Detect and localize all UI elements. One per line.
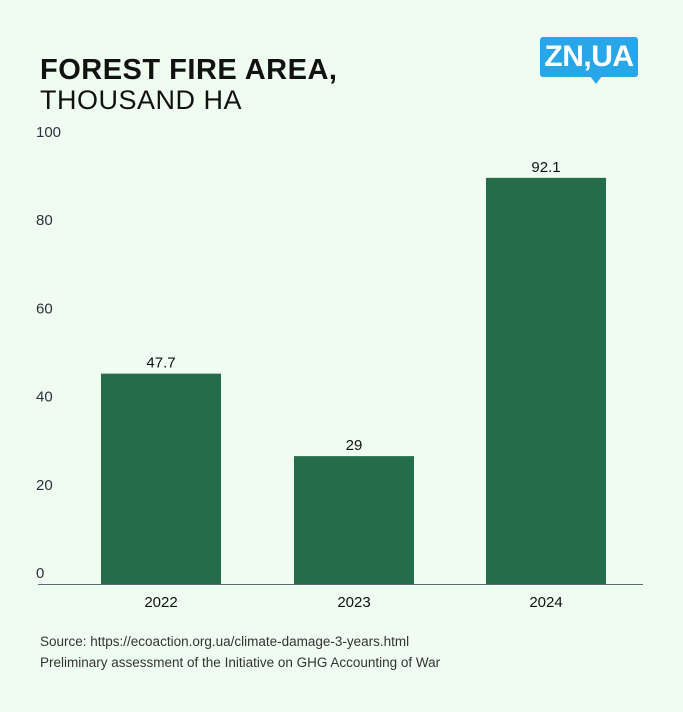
y-tick-label: 0 bbox=[36, 565, 44, 582]
assessment-note: Preliminary assessment of the Initiative… bbox=[40, 655, 441, 670]
x-tick-label-2023: 2023 bbox=[337, 594, 370, 611]
y-tick-label: 40 bbox=[36, 389, 53, 406]
data-label-2023: 29 bbox=[346, 437, 363, 454]
y-tick-label: 100 bbox=[36, 124, 61, 141]
source-note: Source: https://ecoaction.org.ua/climate… bbox=[40, 631, 440, 673]
chart-subtitle: THOUSAND HA bbox=[40, 85, 243, 115]
zn-ua-logo[interactable]: ZN,UA bbox=[540, 37, 638, 84]
y-tick-label: 80 bbox=[36, 212, 53, 229]
data-label-2024: 92.1 bbox=[531, 159, 560, 176]
x-tick-label-2022: 2022 bbox=[144, 594, 177, 611]
data-label-2022: 47.7 bbox=[146, 355, 175, 372]
bar-2023 bbox=[294, 456, 414, 584]
source-link-text[interactable]: Source: https://ecoaction.org.ua/climate… bbox=[40, 634, 410, 649]
x-tick-label-2024: 2024 bbox=[529, 594, 562, 611]
y-tick-label: 60 bbox=[36, 300, 53, 317]
y-tick-label: 20 bbox=[36, 477, 53, 494]
bar-2022 bbox=[101, 373, 221, 584]
chart-title: FOREST FIRE AREA, bbox=[40, 54, 338, 86]
bar-2024 bbox=[486, 177, 606, 585]
